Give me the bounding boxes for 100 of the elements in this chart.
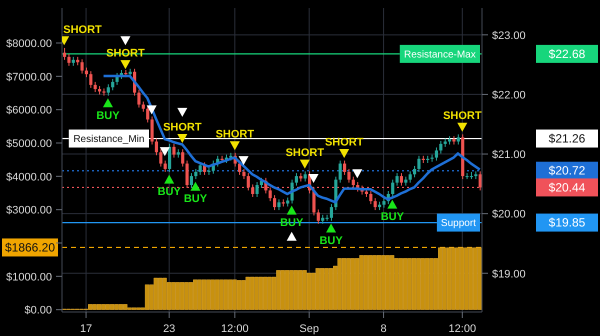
data-label: BUY xyxy=(96,110,120,122)
candlestick xyxy=(150,116,154,145)
data-label: BUY xyxy=(158,186,182,198)
y2-tick-label: $21.00 xyxy=(492,149,526,162)
ref-line-label: Support xyxy=(440,218,476,230)
candlestick xyxy=(277,198,281,211)
x-tick-label: Sep xyxy=(299,323,319,335)
bar xyxy=(424,258,430,310)
bar xyxy=(302,270,307,310)
y2-tick-label: $23.00 xyxy=(492,30,526,42)
point xyxy=(160,147,170,156)
point xyxy=(326,223,336,232)
bar xyxy=(236,280,242,310)
point xyxy=(164,174,174,184)
candlestick xyxy=(408,170,412,184)
text: $1866.20 xyxy=(4,240,56,254)
bar xyxy=(342,258,346,310)
point xyxy=(146,105,157,114)
text: $21.26 xyxy=(548,132,586,146)
candlestick xyxy=(84,67,88,78)
bar xyxy=(232,279,237,310)
bar xyxy=(354,258,360,310)
point xyxy=(238,156,249,166)
bar xyxy=(202,279,206,310)
bar xyxy=(442,247,447,310)
bar xyxy=(92,304,97,310)
candlestick xyxy=(382,198,386,208)
candlestick xyxy=(391,179,394,198)
candlestick xyxy=(172,143,176,158)
candlestick xyxy=(67,53,71,66)
candlestick xyxy=(330,204,334,222)
y-tick-label: $0.00 xyxy=(24,304,52,317)
point xyxy=(120,36,130,46)
bar xyxy=(337,258,342,310)
point xyxy=(286,232,297,241)
candlestick xyxy=(194,168,198,180)
bar xyxy=(372,255,377,310)
bar xyxy=(289,270,294,310)
y-tick-label: $3000.00 xyxy=(6,204,52,217)
candlestick xyxy=(338,160,342,184)
candlestick xyxy=(304,170,307,182)
bar xyxy=(464,247,469,310)
x-tick-label: 12:00 xyxy=(221,323,249,335)
candlestick xyxy=(63,47,66,60)
ref-line-label: Resistance-Max xyxy=(404,49,476,60)
point xyxy=(339,148,350,158)
y-tick-label: $4000.00 xyxy=(6,171,52,184)
candlestick xyxy=(400,172,404,186)
candlestick xyxy=(89,70,92,88)
candlestick xyxy=(198,162,202,176)
point xyxy=(308,174,319,183)
point xyxy=(387,200,398,209)
x-tick-label: 23 xyxy=(163,323,176,335)
bar xyxy=(180,282,184,310)
bar xyxy=(284,270,290,310)
y2-tick-label: $22.00 xyxy=(492,89,526,102)
candlestick xyxy=(146,105,150,123)
bar xyxy=(446,247,452,310)
candlestick xyxy=(294,172,298,186)
candlestick xyxy=(111,78,114,91)
data-label: BUY xyxy=(184,193,208,206)
candlestick xyxy=(396,172,399,186)
candlestick xyxy=(434,146,438,162)
bar xyxy=(306,272,312,310)
bar xyxy=(127,307,132,310)
bar xyxy=(250,276,254,310)
point xyxy=(190,182,200,191)
point xyxy=(120,60,130,70)
bar xyxy=(359,255,364,310)
y-tick-label: $7000.00 xyxy=(6,71,52,84)
bar xyxy=(320,268,324,310)
data-label: BUY xyxy=(380,211,405,224)
candlestick xyxy=(159,148,162,168)
bar xyxy=(144,284,150,310)
y2-tick-label: $19.00 xyxy=(492,268,526,280)
bar xyxy=(394,258,399,310)
point xyxy=(352,169,362,178)
candlestick xyxy=(374,198,377,211)
data-label: SHORT xyxy=(63,24,102,36)
point xyxy=(300,160,310,169)
point xyxy=(177,134,188,144)
bar xyxy=(412,258,416,310)
candlestick xyxy=(273,194,276,211)
candlestick xyxy=(80,58,84,74)
text: $20.44 xyxy=(548,180,586,194)
bar xyxy=(214,279,220,310)
bar xyxy=(460,247,464,310)
candlestick xyxy=(242,168,246,180)
y-tick-label: $1000.00 xyxy=(6,271,52,284)
bar xyxy=(132,307,136,310)
data-label: SHORT xyxy=(216,128,254,141)
bar xyxy=(184,282,189,310)
candlestick xyxy=(456,134,460,145)
data-label: SHORT xyxy=(443,110,482,122)
candlestick xyxy=(343,160,346,176)
bar xyxy=(390,255,394,310)
candlestick xyxy=(369,190,372,205)
candlestick xyxy=(413,165,416,178)
data-label: SHORT xyxy=(163,122,202,134)
candlestick xyxy=(164,160,167,172)
